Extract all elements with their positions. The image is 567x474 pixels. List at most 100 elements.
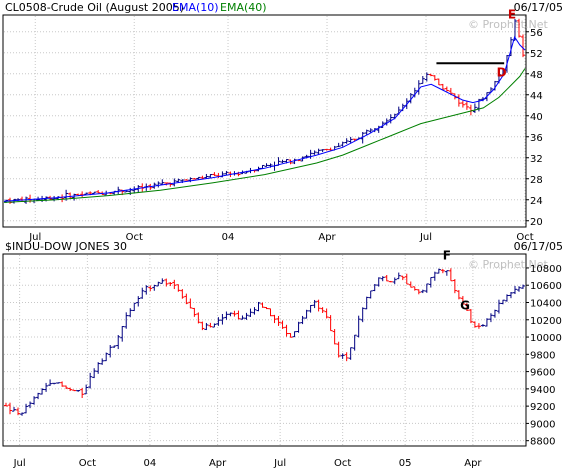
bottom-ohlc-bar [232, 310, 237, 317]
bottom-ohlc-bar [484, 318, 489, 327]
bottom-ohlc-bar [372, 284, 377, 292]
top-ohlc-bar [444, 86, 449, 92]
top-ohlc-bar [464, 100, 469, 110]
top-ohlc-bar [184, 179, 189, 181]
bottom-ohlc-bar [392, 277, 397, 285]
bottom-ohlc-bar [428, 277, 433, 288]
top-ohlc-bar [360, 132, 365, 144]
bottom-ohlc-bar [164, 278, 169, 287]
bottom-ohlc-bar [72, 389, 77, 392]
bottom-ohlc-bar [456, 290, 461, 300]
top-ohlc-bar [468, 104, 473, 116]
top-ohlc-bar [204, 173, 209, 179]
top-ohlc-bar [264, 163, 269, 167]
top-panel-frame [2, 14, 527, 228]
bottom-ohlc-bar [148, 285, 153, 292]
bottom-ohlc-bar [228, 312, 233, 317]
top-ohlc-bar [84, 192, 89, 195]
top-ytick-label: 24 [530, 196, 543, 207]
top-ytick-label: 32 [530, 154, 543, 165]
bottom-ohlc-bar [264, 307, 269, 310]
top-grid [4, 16, 526, 226]
bottom-ohlc-bar [244, 312, 249, 320]
bottom-ohlc-bar [316, 299, 321, 312]
bottom-ohlc-bar [308, 304, 313, 313]
top-x-axis: Jul Oct 04 Apr Jul Oct [28, 232, 533, 243]
top-ohlc-bar [224, 170, 229, 176]
bottom-ohlc-bar [440, 268, 445, 274]
bottom-ytick-label: 10000 [530, 333, 562, 344]
top-y-axis: 20 24 28 32 36 40 44 48 52 56 [526, 28, 543, 228]
bottom-ohlc-bar [84, 384, 89, 395]
top-ohlc-bar [436, 78, 441, 86]
top-xtick-label: Oct [516, 232, 533, 243]
bottom-ohlc-bar [268, 308, 273, 317]
top-ohlc-bar [432, 75, 437, 81]
top-chart-title: CL0508-Crude Oil (August 2005) [5, 1, 184, 14]
top-ohlc-bar [456, 94, 461, 107]
bottom-ohlc-bar [296, 321, 301, 333]
bottom-ohlc-bar [124, 312, 129, 329]
bottom-ohlc-bar [384, 275, 389, 282]
bottom-ohlc-bar [452, 279, 457, 294]
bottom-ohlc-bar [448, 268, 453, 282]
bottom-annotation-g: G [460, 298, 470, 312]
bottom-ytick-label: 10200 [530, 316, 562, 327]
bottom-ohlc-bar [76, 390, 81, 392]
bottom-ohlc-bar [216, 317, 221, 326]
bottom-ohlc-bar [212, 323, 217, 328]
bottom-ohlc-bar [116, 335, 121, 350]
bottom-ohlc-bar [180, 289, 185, 299]
top-xtick-label: Apr [318, 232, 336, 243]
bottom-ohlc-bar [160, 278, 165, 284]
bottom-ohlc-bar [248, 308, 253, 317]
bottom-date-label: 06/17/05 [514, 240, 563, 253]
bottom-ohlc-bar [188, 298, 193, 309]
top-ohlc-bar [320, 149, 325, 153]
top-ohlc-bar [348, 136, 353, 144]
bottom-ytick-label: 8800 [530, 437, 555, 448]
bottom-ohlc-bar [112, 345, 117, 348]
ema10-line [3, 35, 526, 202]
bottom-xtick-label: Jul [13, 458, 26, 469]
top-ohlc-bar [460, 100, 465, 108]
bottom-ohlc-bar [108, 345, 113, 358]
top-ohlc-bar [72, 193, 77, 201]
bottom-xtick-label: 05 [399, 458, 412, 469]
bottom-ohlc-bar [256, 301, 261, 312]
top-legend-ema40: EMA(40) [220, 1, 267, 14]
top-ohlc-bar [212, 172, 217, 176]
bottom-ohlc-bar [364, 296, 369, 310]
bottom-ohlc-bar [204, 322, 209, 331]
bottom-ohlc-bar [136, 296, 141, 307]
bottom-ohlc-bar [284, 324, 289, 337]
bottom-ohlc-bar [92, 368, 97, 379]
bottom-ohlc-bar [348, 347, 353, 360]
bottom-ohlc-bar [156, 281, 161, 287]
top-xtick-label: Jul [419, 232, 432, 243]
bottom-ytick-label: 9400 [530, 385, 555, 396]
bottom-ohlc-bar [64, 385, 69, 390]
bottom-ohlc-bar [220, 313, 225, 325]
bottom-ohlc-bar [36, 392, 41, 400]
bottom-ohlc-bar [260, 302, 265, 308]
bottom-xtick-label: Apr [209, 458, 227, 469]
bottom-ohlc-bar [520, 284, 525, 289]
top-ohlc-bar [52, 195, 57, 202]
top-ohlc-bar [340, 141, 345, 147]
bottom-ohlc-bar [96, 362, 101, 374]
top-ohlc-bar [312, 150, 317, 155]
bottom-ohlc-bar [404, 273, 409, 285]
bottom-ohlc-bar [104, 352, 109, 362]
bottom-ohlc-bar [480, 324, 485, 327]
top-ohlc-bar [208, 174, 213, 178]
top-ytick-label: 44 [530, 91, 543, 102]
top-ytick-label: 36 [530, 133, 543, 144]
bottom-ohlc-bar [60, 381, 65, 387]
bottom-ohlc-bar [8, 402, 13, 415]
top-date-label: 06/17/05 [514, 1, 563, 14]
top-ohlc-bar [92, 191, 97, 194]
top-ytick-label: 52 [530, 49, 543, 60]
top-ema-lines [3, 35, 526, 203]
